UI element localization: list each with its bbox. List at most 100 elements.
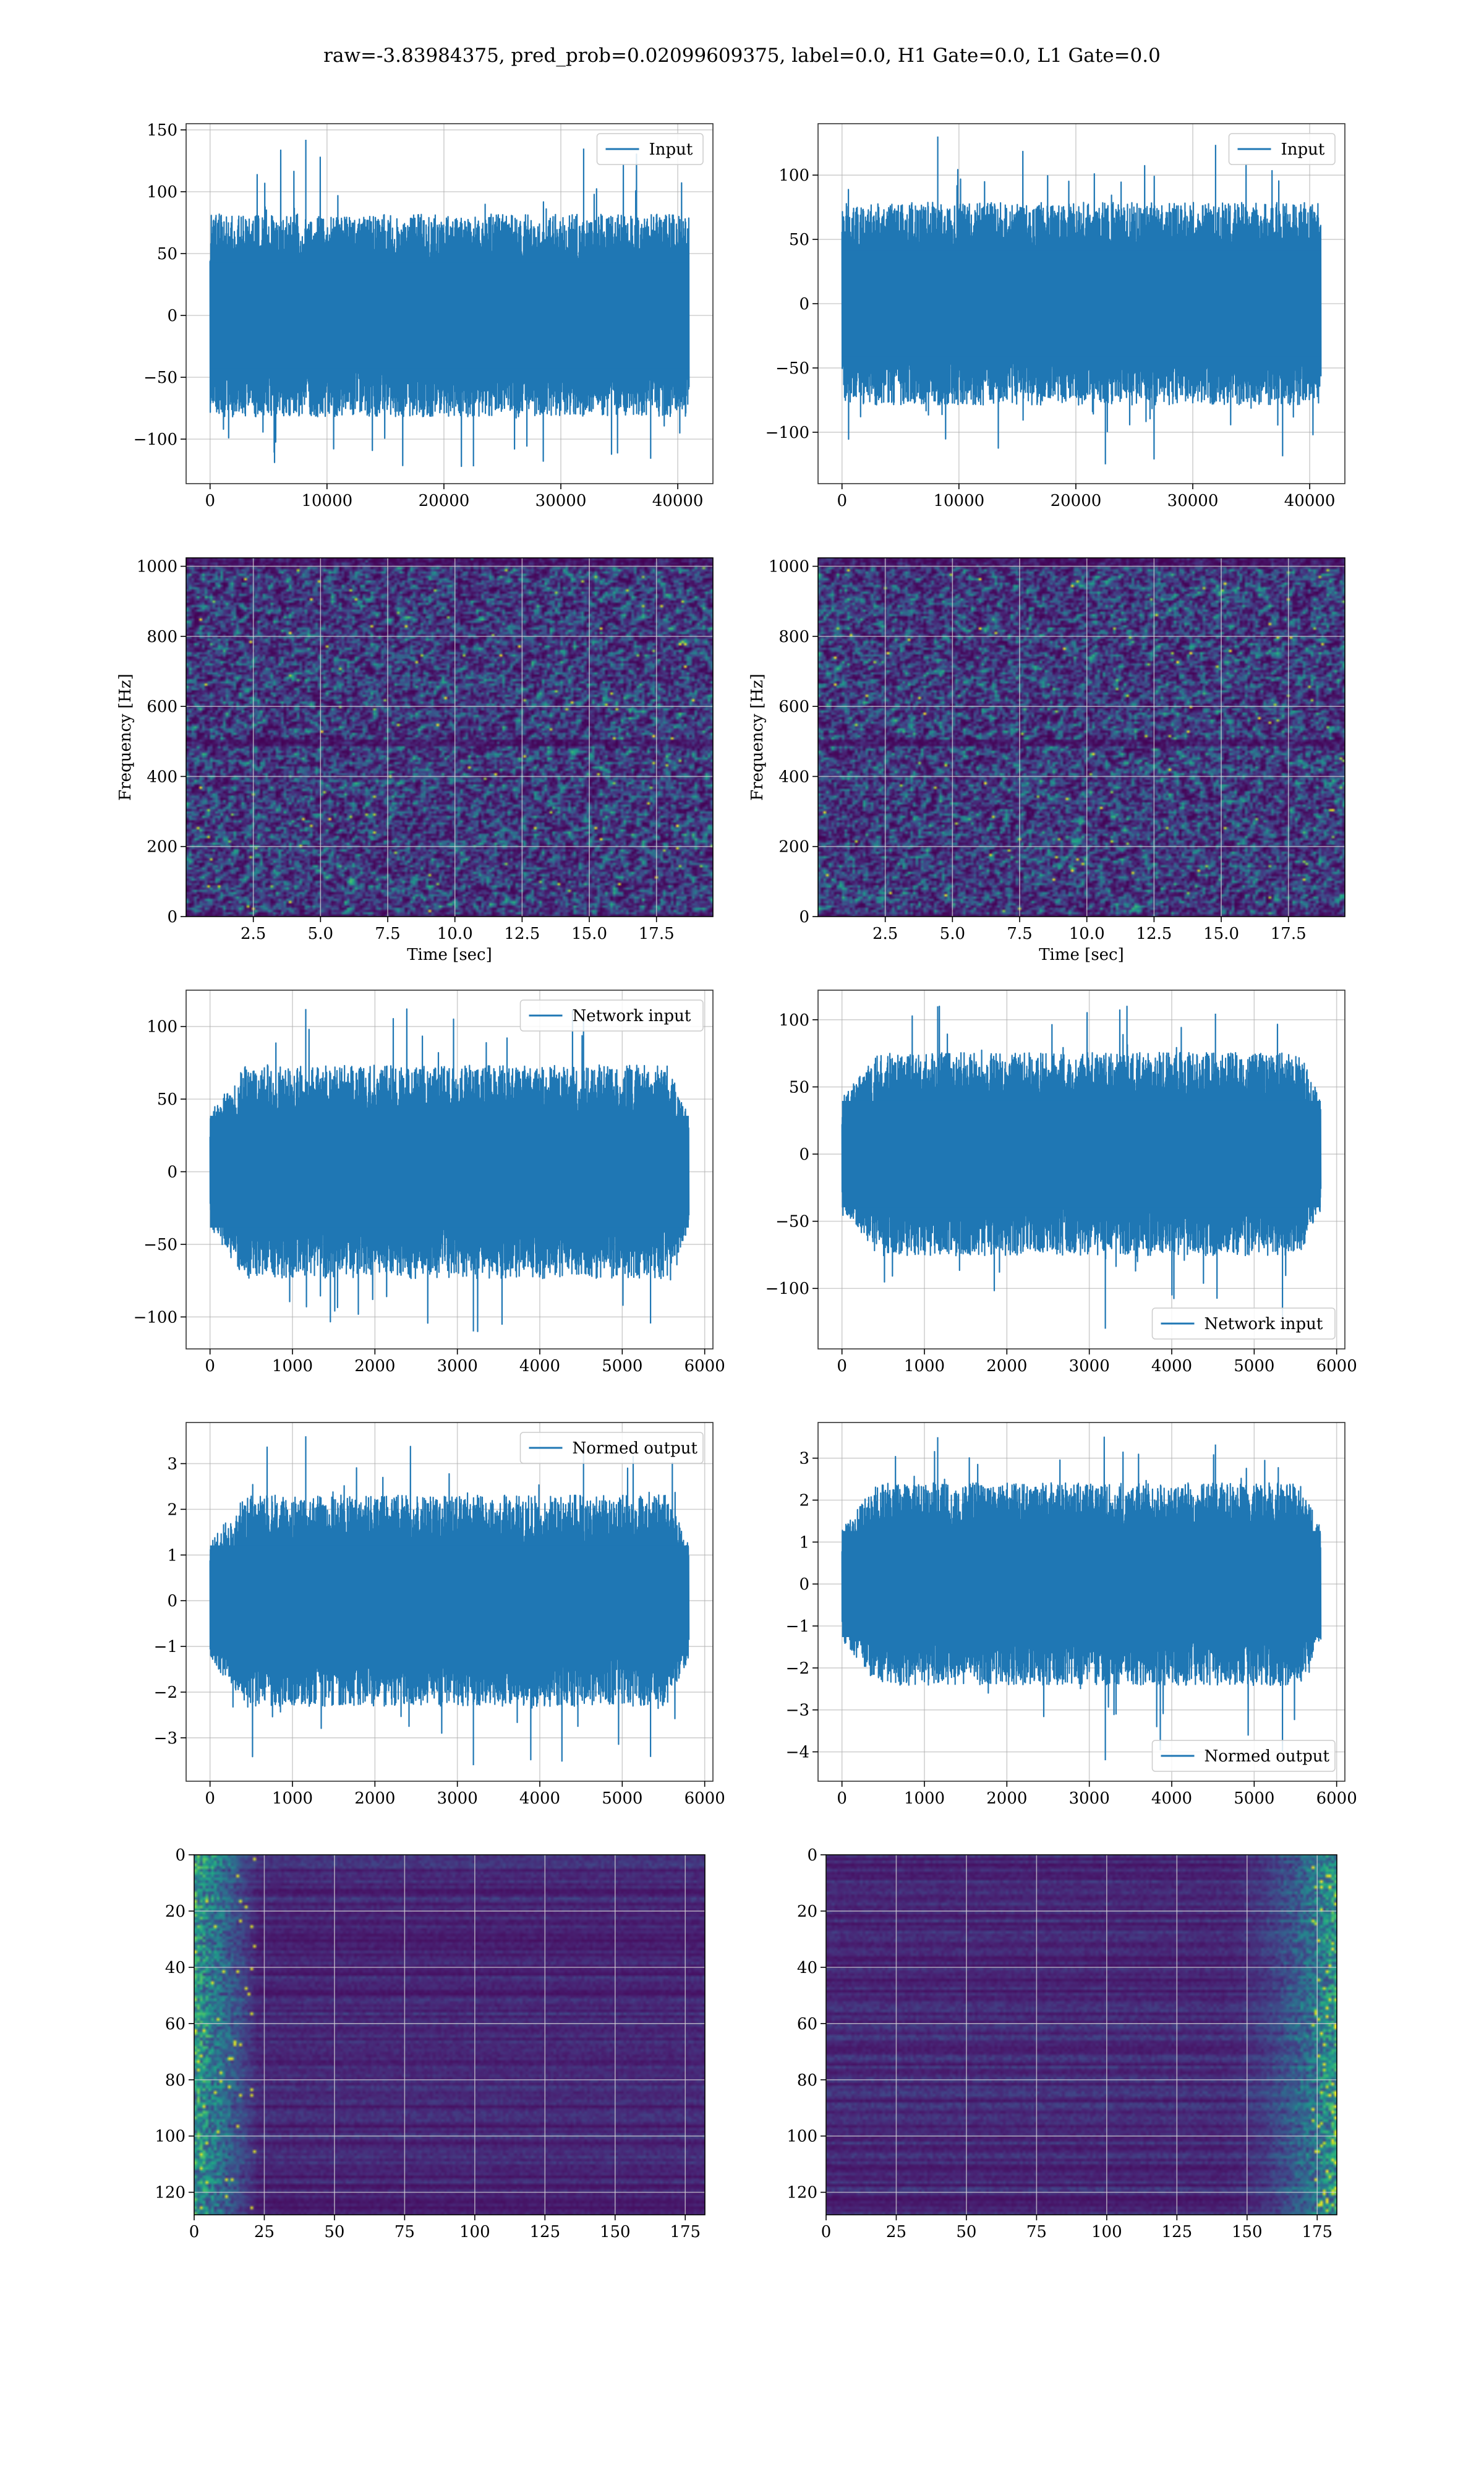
y-tick-label: 20 xyxy=(165,1902,186,1921)
legend-label: Network input xyxy=(1205,1315,1323,1333)
subplot-net-h1: 0 1000 2000 3000 4000 5000 6000 −100 −50 0 50 100 Ne… xyxy=(134,990,725,1375)
x-tick-label: 7.5 xyxy=(375,925,400,943)
subplot-feat-h1: 0 25 50 75 100 125 150 175 0 20 40 60 80 100 120 xyxy=(155,1846,706,2241)
subplot-feat-l1: 0 25 50 75 100 125 150 175 0 20 40 60 80 100 120 xyxy=(787,1846,1337,2241)
x-tick-label: 10.0 xyxy=(1069,925,1105,943)
y-tick-label: −50 xyxy=(775,1213,809,1231)
x-tick-label: 1000 xyxy=(904,1789,945,1808)
y-tick-label: 50 xyxy=(157,1090,177,1109)
legend-label: Network input xyxy=(573,1007,691,1025)
y-tick-label: 100 xyxy=(778,1011,809,1030)
series-core xyxy=(210,262,689,369)
x-tick-label: 0 xyxy=(205,492,215,510)
x-tick-label: 12.5 xyxy=(504,925,540,943)
y-tick-label: 100 xyxy=(155,2128,186,2146)
y-tick-label: 1 xyxy=(167,1546,177,1565)
x-tick-label: 6000 xyxy=(684,1789,725,1808)
x-tick-label: 2000 xyxy=(986,1357,1027,1375)
x-axis-label: Time [sec] xyxy=(407,946,492,964)
x-tick-label: 0 xyxy=(837,492,847,510)
legend-label: Input xyxy=(1281,140,1325,159)
axes-frame xyxy=(825,1854,1337,2215)
legend: Normed output xyxy=(1151,1740,1336,1772)
y-tick-label: 1 xyxy=(799,1533,809,1552)
legend: Network input xyxy=(519,999,704,1032)
subplot-spec-h1: 2.5 5.0 7.5 10.0 12.5 15.0 17.5 0 200 400 600 800 10… xyxy=(116,557,714,964)
x-tick-label: 6000 xyxy=(1316,1789,1357,1808)
y-tick-label: 0 xyxy=(167,1592,177,1611)
series-core xyxy=(210,1545,689,1656)
y-tick-label: −50 xyxy=(143,1236,177,1254)
y-tick-label: 0 xyxy=(799,1575,809,1594)
axes-frame xyxy=(186,1422,714,1782)
y-tick-label: 600 xyxy=(778,698,809,716)
x-tick-label: 5000 xyxy=(1234,1789,1274,1808)
axes-frame xyxy=(194,1854,706,2215)
x-tick-label: 2000 xyxy=(354,1789,395,1808)
x-tick-label: 2.5 xyxy=(241,925,266,943)
series-core xyxy=(210,1116,689,1228)
axes-frame xyxy=(817,557,1345,917)
x-tick-label: 150 xyxy=(1232,2223,1263,2241)
x-tick-label: 100 xyxy=(1091,2223,1122,2241)
x-tick-label: 0 xyxy=(205,1357,215,1375)
y-tick-label: 50 xyxy=(789,1078,809,1097)
y-tick-label: 800 xyxy=(778,628,809,646)
legend-label: Normed output xyxy=(1205,1747,1330,1766)
legend-label: Normed output xyxy=(573,1439,698,1458)
figure-suptitle: raw=-3.83984375, pred_prob=0.02099609375… xyxy=(323,45,1161,67)
x-tick-label: 1000 xyxy=(272,1789,313,1808)
legend-box xyxy=(1151,1307,1336,1340)
x-axis-label: Time [sec] xyxy=(1039,946,1124,964)
legend-box xyxy=(519,1432,704,1464)
heatmap-raster xyxy=(826,1855,1337,2215)
y-tick-label: −100 xyxy=(134,430,177,449)
legend-box xyxy=(1151,1740,1336,1772)
y-tick-label: 80 xyxy=(797,2071,817,2090)
legend-box xyxy=(519,999,704,1032)
y-tick-label: −2 xyxy=(786,1659,809,1678)
subplot-grid: 0 10000 20000 30000 40000−100−50050100150Inp… xyxy=(116,121,1357,2241)
x-tick-label: 3000 xyxy=(1069,1357,1110,1375)
x-tick-label: 100 xyxy=(459,2223,490,2241)
x-tick-label: 30000 xyxy=(535,492,587,510)
plot-area xyxy=(194,1855,705,2215)
plot-area xyxy=(818,124,1345,484)
x-tick-label: 175 xyxy=(670,2223,701,2241)
x-tick-label: 40000 xyxy=(652,492,704,510)
y-tick-label: 3 xyxy=(167,1455,177,1473)
x-tick-label: 12.5 xyxy=(1136,925,1172,943)
y-tick-label: 400 xyxy=(778,768,809,786)
y-tick-label: 1000 xyxy=(137,558,177,576)
legend: Network input xyxy=(1151,1307,1336,1340)
series-core xyxy=(842,1100,1321,1208)
x-tick-label: 125 xyxy=(1161,2223,1192,2241)
series-core xyxy=(842,1531,1321,1637)
axes-frame xyxy=(817,990,1345,1350)
legend-label: Input xyxy=(649,140,693,159)
x-tick-label: 0 xyxy=(837,1357,847,1375)
x-tick-label: 6000 xyxy=(684,1357,725,1375)
y-tick-label: 120 xyxy=(787,2184,817,2202)
y-tick-label: 40 xyxy=(797,1959,817,1977)
legend: Input xyxy=(1228,133,1336,165)
y-axis-label: Frequency [Hz] xyxy=(116,674,135,801)
y-tick-label: 150 xyxy=(147,121,177,140)
y-tick-label: 60 xyxy=(165,2015,186,2034)
y-tick-label: −4 xyxy=(786,1743,809,1762)
y-tick-label: 40 xyxy=(165,1959,186,1977)
x-tick-label: 5.0 xyxy=(940,925,965,943)
x-tick-label: 7.5 xyxy=(1007,925,1032,943)
x-tick-label: 4000 xyxy=(519,1789,560,1808)
x-tick-label: 20000 xyxy=(419,492,470,510)
x-tick-label: 15.0 xyxy=(571,925,607,943)
x-tick-label: 0 xyxy=(837,1789,847,1808)
y-tick-label: 50 xyxy=(789,231,809,249)
y-tick-label: 200 xyxy=(778,838,809,857)
y-tick-label: 0 xyxy=(167,1163,177,1182)
legend-box xyxy=(1228,133,1336,165)
y-axis-label: Frequency [Hz] xyxy=(748,674,767,801)
plot-area xyxy=(186,990,713,1349)
x-tick-label: 2000 xyxy=(354,1357,395,1375)
